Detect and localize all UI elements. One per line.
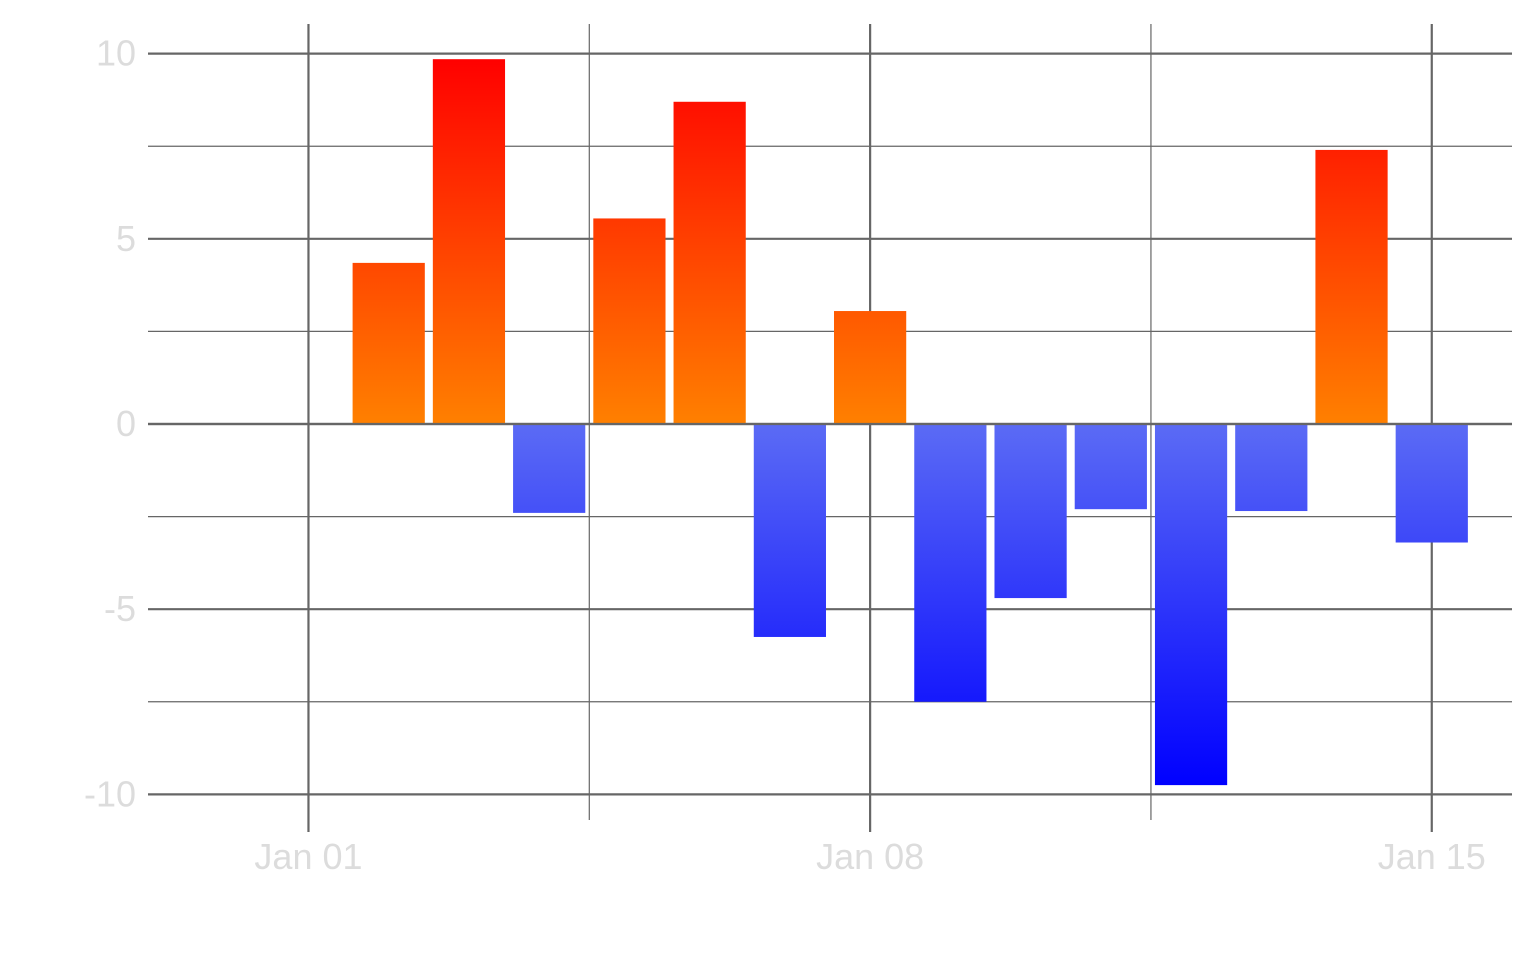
y-tick-label: 0 [116, 403, 136, 444]
bar-2024-01-10 [994, 424, 1067, 599]
y-tick-label: -10 [84, 773, 136, 814]
bar-2024-01-08 [834, 311, 907, 424]
x-axis-labels: Jan 01 Jan 08 Jan 15 [254, 836, 1485, 877]
y-axis-labels: -10 -5 0 5 10 [84, 33, 136, 815]
bars [272, 59, 1468, 786]
bar-2024-01-14 [1315, 149, 1388, 425]
bar-2024-01-06 [673, 101, 746, 425]
x-tick-label: Jan 01 [254, 836, 362, 877]
y-tick-label: -5 [104, 588, 136, 629]
bar-2024-01-15 [1395, 424, 1468, 543]
bar-2024-01-05 [593, 218, 666, 424]
bar-2024-01-03 [432, 59, 506, 425]
y-tick-label: 10 [96, 33, 136, 74]
bar-2024-01-07 [753, 424, 826, 637]
bar-2024-01-13 [1235, 424, 1308, 512]
bar-2024-01-09 [914, 424, 987, 702]
x-tick-label: Jan 15 [1378, 836, 1486, 877]
bar-2024-01-12 [1154, 424, 1228, 786]
bar-2024-01-04 [513, 424, 586, 513]
bar-2024-01-11 [1074, 424, 1147, 510]
bar-2024-01-02 [352, 262, 425, 424]
x-tick-label: Jan 08 [816, 836, 924, 877]
y-tick-label: 5 [116, 218, 136, 259]
